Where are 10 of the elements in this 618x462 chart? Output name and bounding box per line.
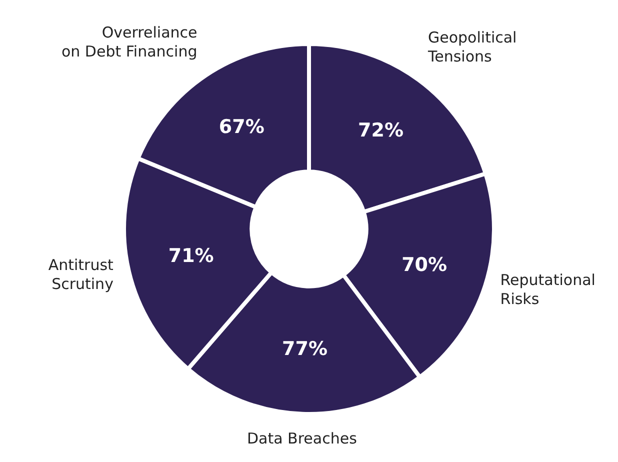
- data-label: 70%: [402, 254, 448, 276]
- data-label: 72%: [358, 119, 404, 142]
- data-label: 67%: [218, 116, 264, 138]
- slice-label: Data Breaches: [246, 429, 358, 448]
- slice-label: Antitrust Scrutiny: [48, 256, 114, 293]
- data-label: 77%: [282, 338, 328, 360]
- slice-label: Geopolitical Tensions: [427, 28, 517, 66]
- slice-label: Overreliance on Debt Financing: [61, 23, 198, 60]
- slice-label: Reputational Risks: [500, 271, 596, 308]
- data-label: 71%: [168, 244, 214, 267]
